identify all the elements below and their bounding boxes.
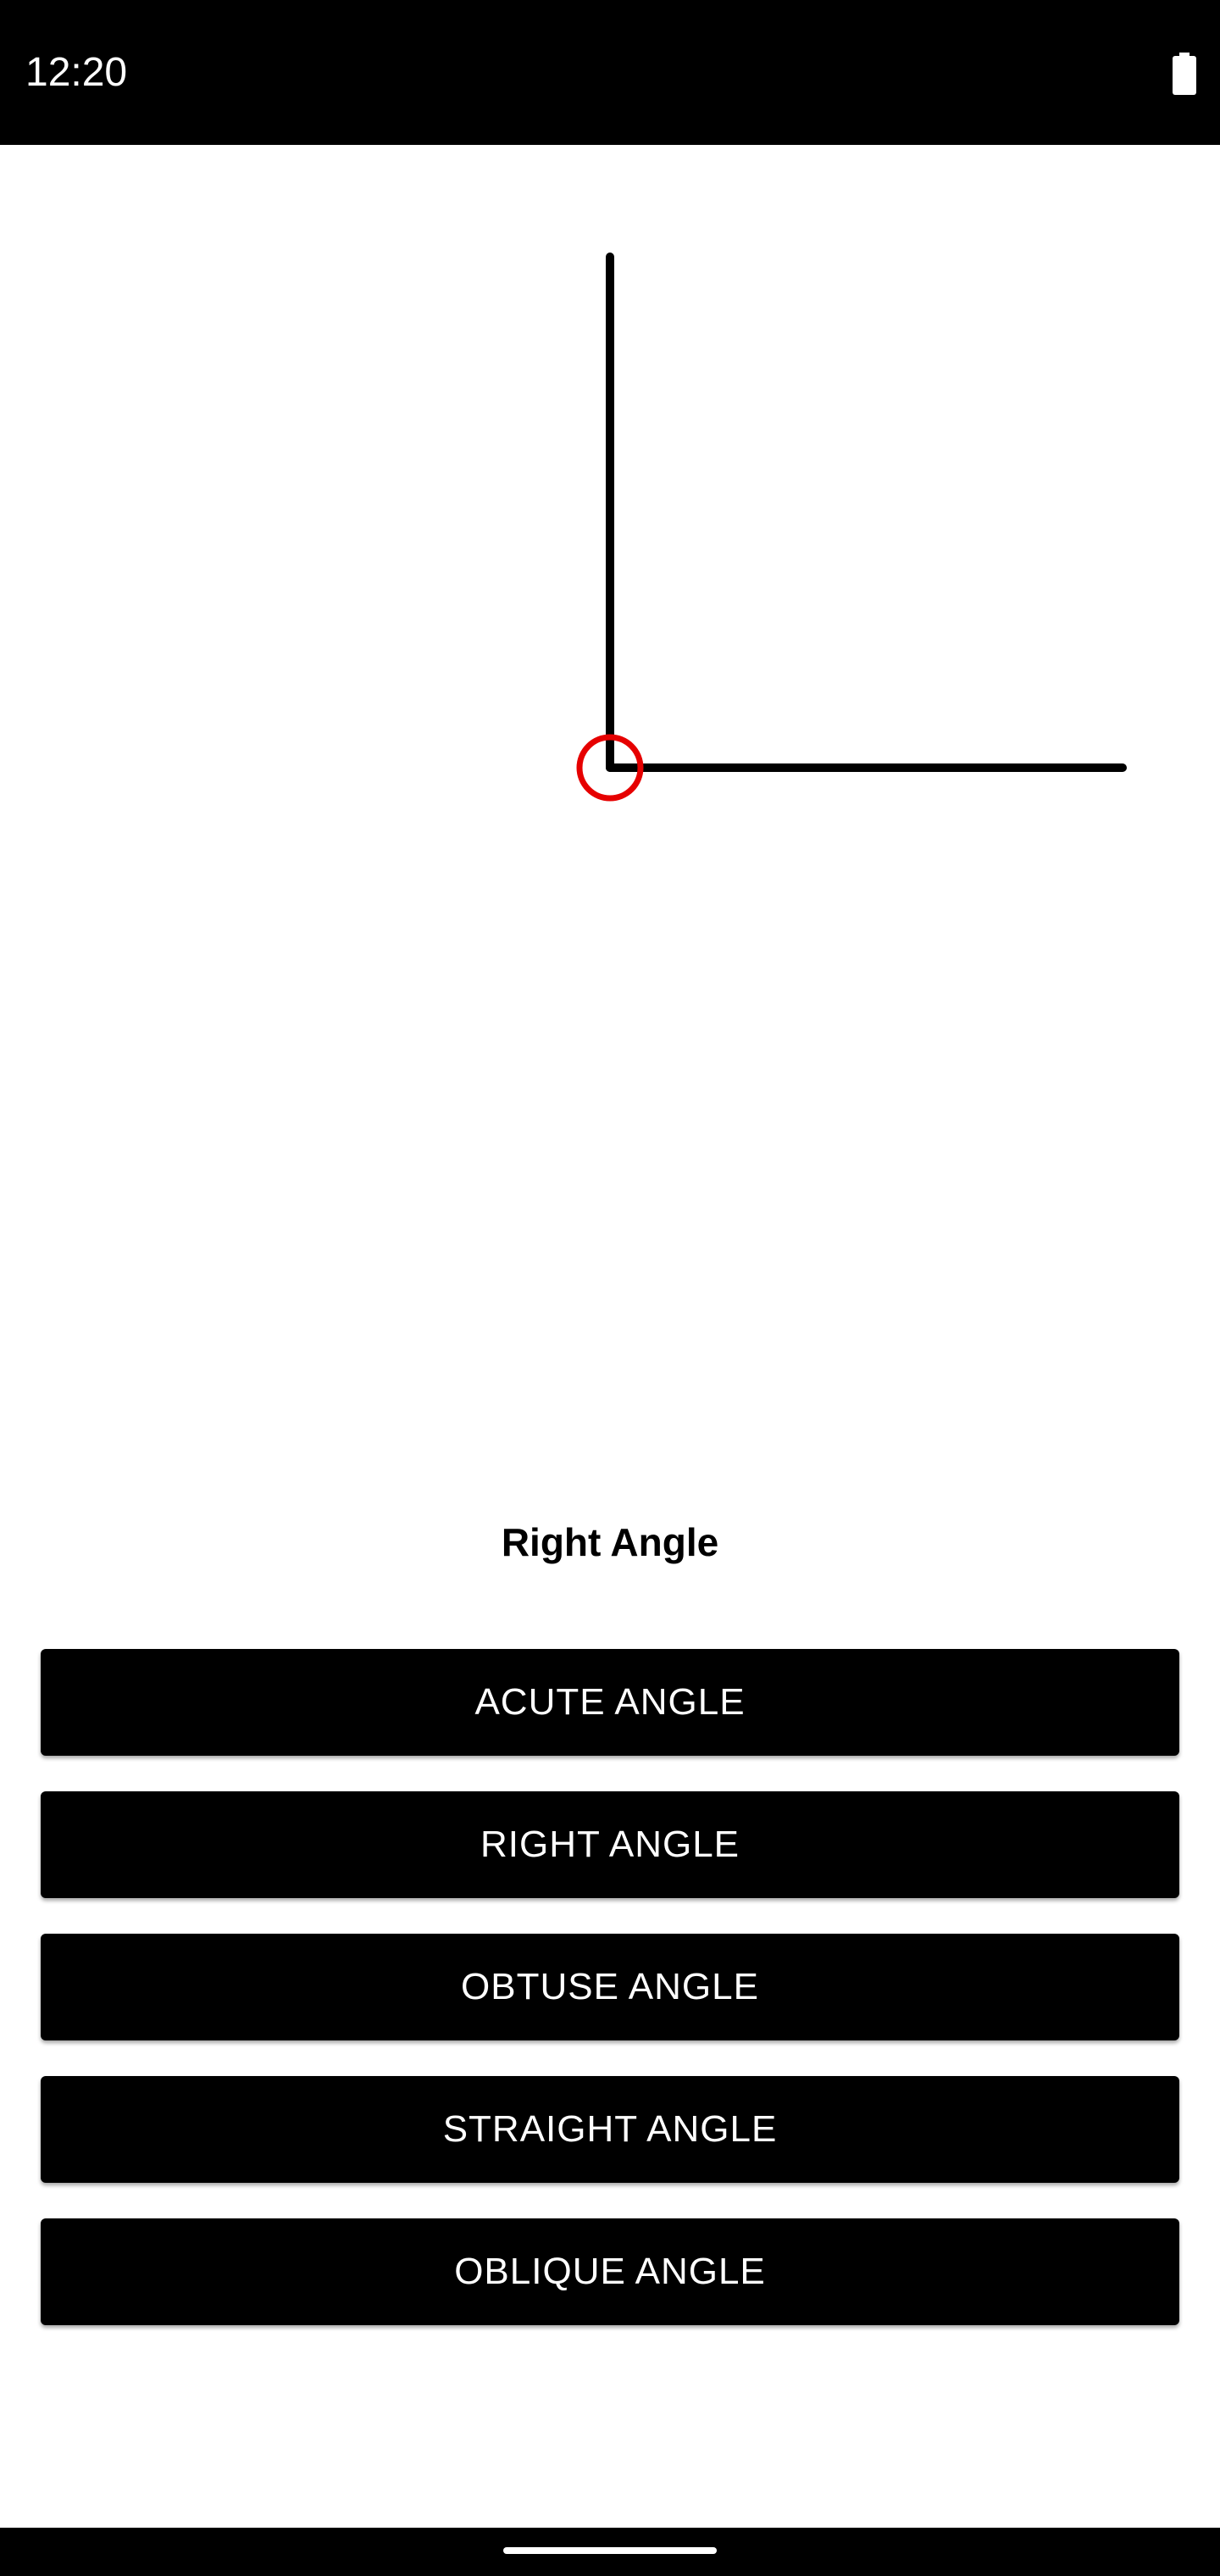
oblique-angle-button[interactable]: OBLIQUE ANGLE (41, 2218, 1179, 2325)
navigation-bar (0, 2528, 1220, 2576)
right-angle-button[interactable]: RIGHT ANGLE (41, 1791, 1179, 1898)
status-time: 12:20 (25, 50, 128, 95)
battery-icon (1173, 53, 1196, 95)
vertex-handle[interactable] (576, 734, 644, 802)
straight-angle-button[interactable]: STRAIGHT ANGLE (41, 2076, 1179, 2183)
obtuse-angle-button[interactable]: OBTUSE ANGLE (41, 1934, 1179, 2040)
home-gesture-handle[interactable] (503, 2547, 717, 2554)
angle-type-label: Right Angle (501, 1520, 719, 1564)
status-bar: 12:20 (0, 0, 1220, 145)
acute-angle-button[interactable]: ACUTE ANGLE (41, 1649, 1179, 1756)
angle-diagram (576, 253, 1127, 802)
